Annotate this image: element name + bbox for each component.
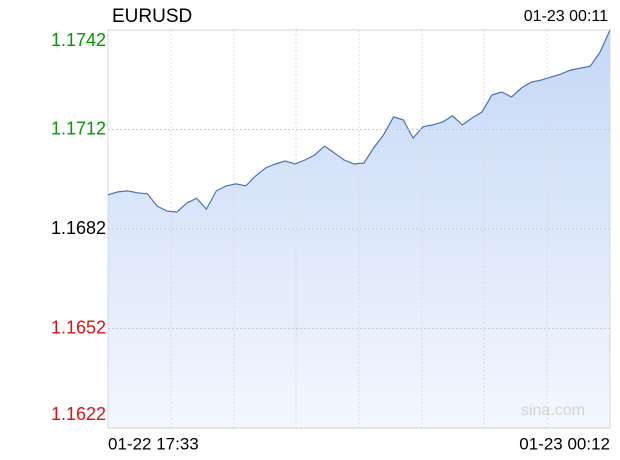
y-tick-label: 1.1712	[51, 118, 106, 138]
y-tick-label: 1.1652	[51, 317, 106, 337]
y-tick-label: 1.1742	[51, 30, 106, 50]
watermark: sina.com	[521, 402, 585, 419]
area	[108, 30, 610, 428]
x-start-label: 01-22 17:33	[108, 434, 199, 453]
chart-title: EURUSD	[112, 6, 192, 27]
price-line	[107, 29, 611, 213]
x-end-label: 01-23 00:12	[519, 434, 610, 453]
y-tick-label: 1.1622	[51, 404, 106, 424]
latest-time: 01-23 00:11	[524, 8, 608, 25]
y-tick-label: 1.1682	[51, 218, 106, 238]
